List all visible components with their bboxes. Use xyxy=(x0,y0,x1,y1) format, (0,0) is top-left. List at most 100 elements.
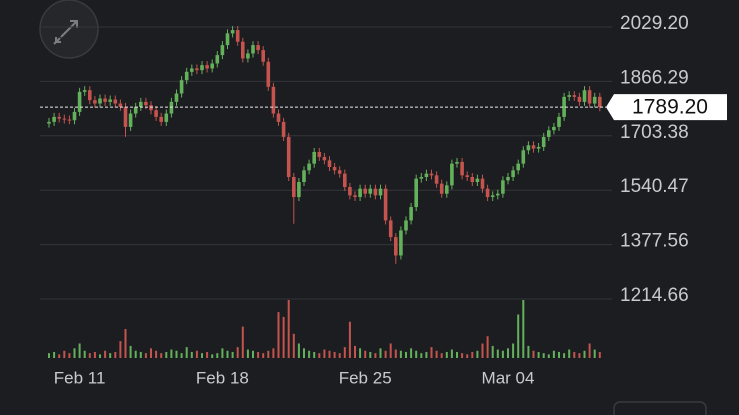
candle-body xyxy=(77,91,82,112)
volume-bar xyxy=(93,351,96,358)
candle-body xyxy=(475,178,480,183)
x-tick-label: Feb 18 xyxy=(196,368,249,387)
volume-bar xyxy=(517,314,520,358)
volume-bar xyxy=(522,300,525,358)
volume-bar xyxy=(318,353,321,358)
volume-bar xyxy=(246,349,249,358)
candle-body xyxy=(439,183,444,194)
candle-body xyxy=(592,96,597,104)
volume-bar xyxy=(48,353,50,358)
control-button[interactable] xyxy=(613,401,707,415)
volume-bar xyxy=(267,350,270,358)
candle-body xyxy=(128,113,133,127)
candle-body xyxy=(47,121,51,124)
candle-body xyxy=(281,121,286,137)
volume-bar xyxy=(185,347,188,358)
volume-bar xyxy=(303,348,305,358)
volume-bar xyxy=(537,351,540,358)
volume-bar xyxy=(420,353,423,358)
volume-bar xyxy=(308,350,311,358)
volume-bar xyxy=(262,353,265,358)
candle-body xyxy=(103,98,107,102)
candle-body xyxy=(414,178,418,208)
candle-body xyxy=(373,188,378,196)
candle-body xyxy=(271,86,276,114)
candle-body xyxy=(108,99,112,102)
volume-bar xyxy=(124,329,127,358)
candle-body xyxy=(184,71,189,81)
y-tick-label: 1377.56 xyxy=(620,231,689,252)
volume-bar xyxy=(456,351,458,358)
candle-body xyxy=(200,65,204,71)
candle-body xyxy=(485,188,490,198)
volume-bar xyxy=(547,354,550,358)
y-tick-label: 1703.38 xyxy=(620,122,689,143)
volume-bar xyxy=(415,350,418,358)
volume-bar xyxy=(114,351,117,358)
volume-bar xyxy=(99,354,101,358)
candle-layer xyxy=(47,26,602,264)
volume-bar xyxy=(257,351,260,358)
candle-body xyxy=(404,220,408,231)
volume-bar xyxy=(379,348,382,358)
volume-bar xyxy=(532,350,535,358)
candle-body xyxy=(353,195,357,198)
expand-button[interactable] xyxy=(39,0,99,59)
volume-bar xyxy=(333,351,336,358)
volume-bar xyxy=(440,353,443,358)
volume-bar xyxy=(471,351,474,358)
volume-bar xyxy=(374,353,377,358)
volume-bar xyxy=(73,348,76,358)
candle-body xyxy=(195,68,199,71)
volume-bar xyxy=(313,351,316,358)
expand-icon-corner xyxy=(55,37,61,43)
candle-body xyxy=(567,95,571,97)
candle-body xyxy=(159,116,163,122)
volume-bar xyxy=(88,353,91,358)
x-tick-label: Mar 04 xyxy=(482,368,535,387)
candle-body xyxy=(460,161,464,176)
volume-bar xyxy=(221,348,224,358)
volume-bar xyxy=(241,326,244,358)
candle-body xyxy=(501,180,505,194)
volume-bar xyxy=(190,351,193,358)
candle-body xyxy=(521,150,526,164)
grid-layer xyxy=(40,26,612,300)
volume-bar xyxy=(83,350,86,358)
candle-body xyxy=(286,136,291,178)
candle-body xyxy=(327,160,332,167)
volume-bar xyxy=(236,347,239,358)
volume-bar xyxy=(170,349,173,358)
candle-body xyxy=(480,178,485,189)
candle-body xyxy=(317,151,322,157)
candle-body xyxy=(276,113,281,122)
volume-bar xyxy=(588,343,591,358)
candle-body xyxy=(225,33,230,46)
volume-bar xyxy=(150,348,152,358)
volume-bar xyxy=(226,350,229,358)
candle-body xyxy=(598,96,602,108)
volume-bar xyxy=(272,348,275,358)
volume-bar xyxy=(216,353,219,358)
volume-bar xyxy=(231,351,234,358)
volume-bar xyxy=(165,351,168,358)
volume-bar xyxy=(512,343,515,358)
volume-bar xyxy=(405,351,407,358)
volume-bar xyxy=(496,349,499,358)
volume-bar xyxy=(109,353,112,358)
candle-body xyxy=(297,182,301,198)
volume-bar xyxy=(445,351,448,358)
volume-bar xyxy=(292,333,295,358)
candle-body xyxy=(424,173,429,178)
candle-body xyxy=(506,177,510,181)
candle-body xyxy=(62,118,67,120)
volume-bar xyxy=(297,343,300,358)
candle-body xyxy=(52,116,56,122)
volume-bar xyxy=(206,351,209,358)
volume-bar xyxy=(461,353,464,358)
candle-body xyxy=(399,230,403,256)
candle-body xyxy=(190,68,194,72)
y-tick-label: 1540.47 xyxy=(620,176,689,197)
x-tick-label: Feb 11 xyxy=(54,368,106,387)
candle-body xyxy=(72,111,77,121)
